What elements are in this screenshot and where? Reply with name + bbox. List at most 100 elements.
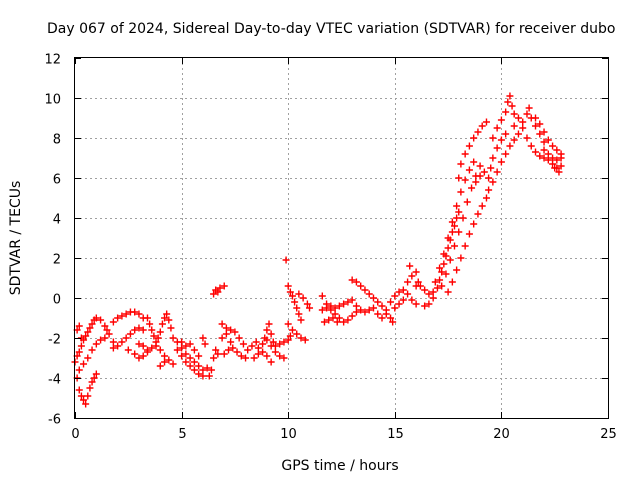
data-point (510, 136, 518, 144)
data-point (478, 122, 486, 130)
data-point (365, 306, 373, 314)
data-point (549, 160, 557, 168)
data-point (229, 344, 237, 352)
data-point (450, 242, 458, 250)
data-point (169, 360, 177, 368)
chart-title: Day 067 of 2024, Sidereal Day-to-day VTE… (47, 21, 615, 37)
x-tick-labels: 0 5 10 15 20 25 (71, 427, 616, 442)
data-point (297, 334, 305, 342)
data-point (440, 260, 448, 268)
data-point (88, 378, 96, 386)
data-point (97, 316, 105, 324)
data-point (387, 314, 395, 322)
data-point (382, 310, 390, 318)
data-point (250, 354, 258, 362)
data-point (190, 346, 198, 354)
data-point (318, 306, 326, 314)
data-point (92, 314, 100, 322)
data-point (468, 184, 476, 192)
data-point (344, 298, 352, 306)
data-point (453, 214, 461, 222)
data-point (536, 130, 544, 138)
data-point (553, 156, 561, 164)
data-point (399, 296, 407, 304)
data-point (453, 202, 461, 210)
data-point (421, 286, 429, 294)
data-point (404, 278, 412, 286)
data-point (161, 358, 169, 366)
data-point (105, 330, 113, 338)
data-point (438, 282, 446, 290)
data-point (544, 136, 552, 144)
data-point (327, 302, 335, 310)
data-point (514, 130, 522, 138)
data-point (126, 330, 134, 338)
data-point (504, 98, 512, 106)
data-point (527, 142, 535, 150)
data-point (195, 352, 203, 360)
data-points (71, 92, 565, 408)
plot-frame (74, 57, 609, 419)
data-point (156, 346, 164, 354)
data-point (131, 350, 139, 358)
data-point (109, 318, 117, 326)
data-point (148, 344, 156, 352)
data-point (450, 222, 458, 230)
data-point (233, 348, 241, 356)
x-tick-label: 20 (493, 427, 510, 442)
data-point (75, 348, 83, 356)
y-axis-label: SDTVAR / TECUs (8, 181, 24, 296)
data-point (271, 342, 279, 350)
data-point (438, 268, 446, 276)
data-point (352, 278, 360, 286)
data-point (365, 290, 373, 298)
data-point (455, 228, 463, 236)
data-point (186, 362, 194, 370)
data-point (203, 364, 211, 372)
data-point (301, 336, 309, 344)
data-point (282, 256, 290, 264)
data-point (131, 326, 139, 334)
data-point (84, 392, 92, 400)
data-point (497, 136, 505, 144)
data-point (295, 310, 303, 318)
data-point (84, 354, 92, 362)
data-point (288, 326, 296, 334)
data-point (474, 210, 482, 218)
data-point (502, 130, 510, 138)
data-point (182, 358, 190, 366)
data-point (267, 330, 275, 338)
data-point (75, 386, 83, 394)
data-point (97, 336, 105, 344)
data-point (523, 110, 531, 118)
data-point (212, 346, 220, 354)
data-point (186, 354, 194, 362)
data-point (555, 168, 563, 176)
data-point (297, 316, 305, 324)
data-point (77, 342, 85, 350)
data-point (210, 354, 218, 362)
data-point (361, 308, 369, 316)
data-point (357, 306, 365, 314)
data-point (80, 396, 88, 404)
data-point (118, 312, 126, 320)
data-point (482, 118, 490, 126)
data-point (519, 124, 527, 132)
y-tick-label: 8 (53, 133, 61, 148)
data-point (303, 300, 311, 308)
data-point (259, 340, 267, 348)
data-point (378, 302, 386, 310)
data-point (544, 150, 552, 158)
y-tick-label: 4 (53, 213, 61, 228)
data-point (472, 178, 480, 186)
data-point (252, 338, 260, 346)
data-point (391, 292, 399, 300)
data-point (101, 334, 109, 342)
data-point (331, 310, 339, 318)
data-point (214, 288, 222, 296)
data-point (476, 172, 484, 180)
data-point (476, 162, 484, 170)
data-point (489, 134, 497, 142)
data-point (465, 142, 473, 150)
